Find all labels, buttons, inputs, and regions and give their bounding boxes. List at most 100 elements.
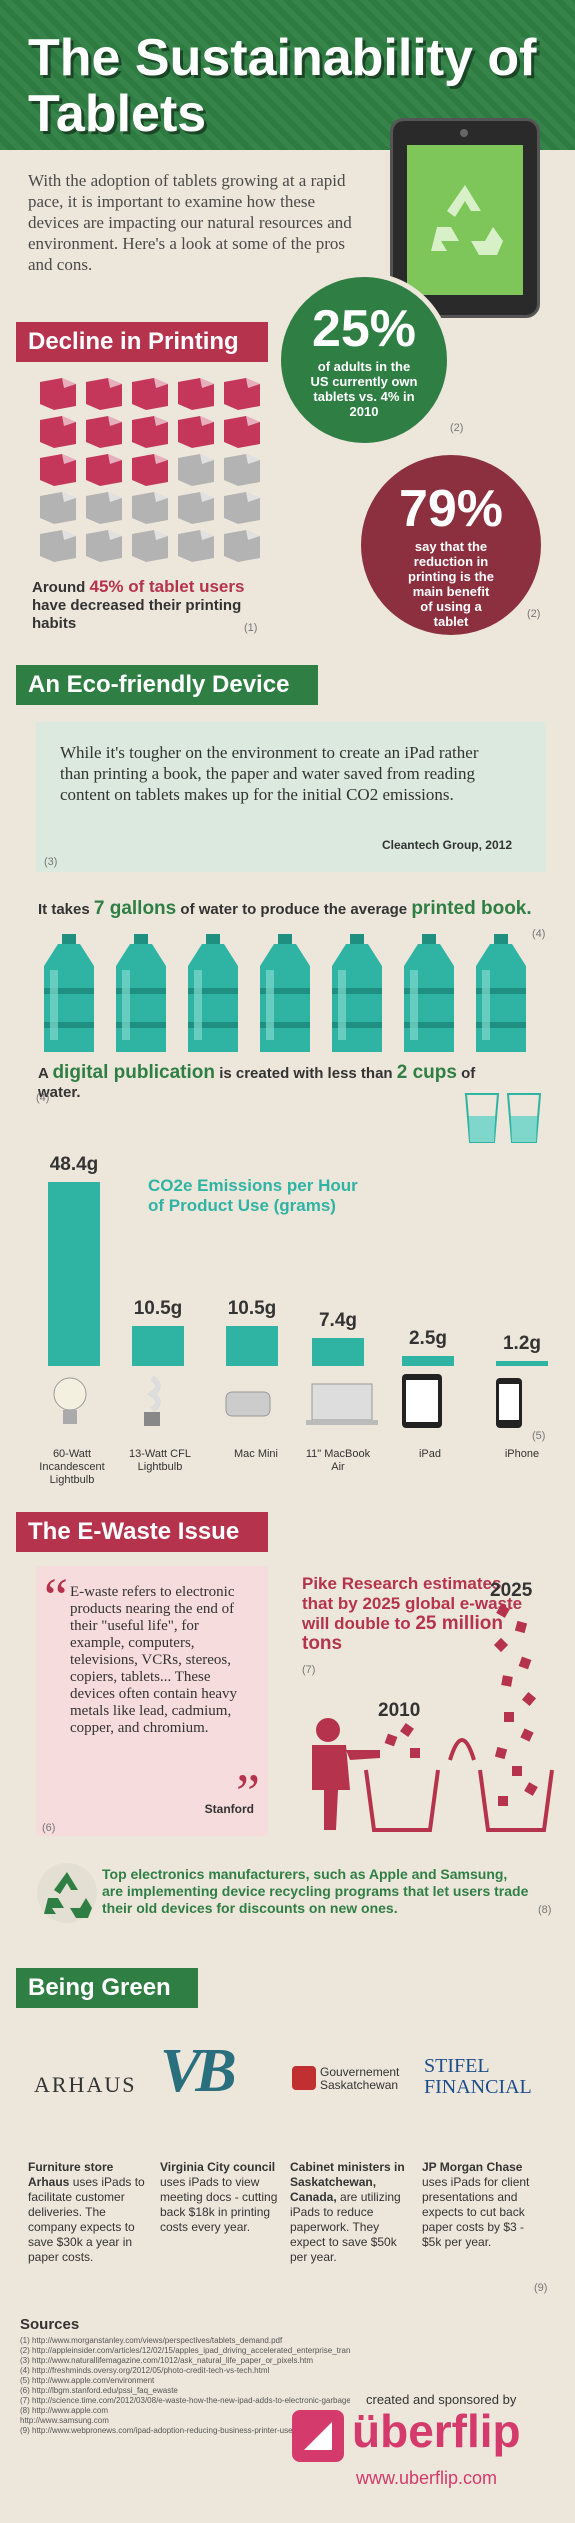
stat-25-circle: 25% of adults in the US currently own ta… <box>276 272 452 448</box>
emission-bar <box>132 1326 184 1366</box>
saskatchewan-crest-icon <box>292 2066 316 2090</box>
paper-fold <box>200 416 214 426</box>
water-line-1: It takes 7 gallons of water to produce t… <box>38 898 548 920</box>
recycle-icon <box>37 1863 97 1923</box>
water-l1-a: It takes <box>38 901 90 918</box>
green-item-text: uses iPads for client presentations and … <box>422 2175 530 2249</box>
sources-list: (1) http://www.morganstanley.com/views/p… <box>20 2336 540 2436</box>
emission-value: 48.4g <box>49 1154 99 1175</box>
green-item-bold: Furniture store Arhaus <box>28 2160 114 2189</box>
source-item[interactable]: (6) http://lbgm.stanford.edu/pssi_faq_ew… <box>20 2386 178 2395</box>
cfl-icon <box>144 1375 161 1426</box>
green-item-bold: Virginia City council <box>160 2160 276 2174</box>
intro-text: With the adoption of tablets growing at … <box>28 171 352 274</box>
green-item-text: uses iPads to facilitate customer delive… <box>28 2175 145 2264</box>
green-items: Furniture store Arhaus uses iPads to fac… <box>28 2160 548 2300</box>
recycle-screen <box>407 145 523 295</box>
source-item[interactable]: (2) http://appleinsider.com/articles/12/… <box>20 2346 350 2355</box>
ewaste-cite: (6) <box>42 1822 56 1834</box>
green-item: Cabinet ministers in Saskatchewan, Canad… <box>290 2160 410 2265</box>
device-labels: 60-Watt Incandescent Lightbulb 13-Watt CF… <box>20 1448 540 1488</box>
ewaste-quote-box: “ E-waste refers to electronic products … <box>36 1566 268 1836</box>
paper-fold <box>246 492 260 502</box>
emission-bar <box>226 1326 278 1366</box>
ipad-icon <box>402 1374 442 1428</box>
stat-25-value: 25% <box>311 300 417 358</box>
quote-mark-open: “ <box>44 1567 68 1627</box>
logo-vb: VB <box>160 2037 237 2105</box>
source-item[interactable]: (1) http://www.morganstanley.com/views/p… <box>20 2336 283 2345</box>
eco-heading: An Eco-friendly Device <box>16 665 318 705</box>
source-item[interactable]: (3) http://www.naturallifemagazine.com/1… <box>20 2356 314 2365</box>
emission-value: 2.5g <box>408 1328 448 1350</box>
cup-icons <box>464 1093 542 1143</box>
ewaste-illustration <box>290 1600 560 1845</box>
water-l2-e: of water. <box>38 1065 476 1101</box>
recycle-cite: (8) <box>538 1904 552 1916</box>
green-item: JP Morgan Chase uses iPads for client pr… <box>422 2160 542 2250</box>
around-highlight: 45% of tablet users <box>89 577 245 596</box>
green-cite: (9) <box>534 2282 548 2294</box>
water-bottle-icon <box>44 934 94 1052</box>
trash-person-icon <box>312 1604 554 1832</box>
source-item[interactable]: (4) http://freshminds.oversy.org/2012/05… <box>20 2366 270 2375</box>
paper-fold <box>154 492 168 502</box>
green-item-text: uses iPads to view meeting docs - cuttin… <box>160 2175 278 2234</box>
eco-quote-box: While it's tougher on the environment to… <box>36 722 546 872</box>
paper-fold <box>108 378 122 388</box>
page-title: The Sustainability of Tablets <box>28 29 537 143</box>
water-cite-2: (4) <box>36 1092 50 1104</box>
device-label: 60-Watt Incandescent Lightbulb <box>39 1448 105 1486</box>
water-l1-d: printed book. <box>411 898 532 919</box>
lightbulb-icon <box>53 1377 87 1424</box>
device-label: 13-Watt CFL Lightbulb <box>129 1448 191 1473</box>
mac-mini-icon <box>225 1391 271 1417</box>
camera-dot <box>460 129 468 137</box>
iphone-icon <box>496 1378 522 1428</box>
emission-value: 1.2g <box>502 1333 542 1355</box>
uberflip-logo-icon <box>292 2410 344 2462</box>
decline-cite: (1) <box>244 622 258 634</box>
paper-fold <box>154 378 168 388</box>
source-item[interactable]: http://www.samsung.com <box>20 2416 109 2425</box>
emission-bar <box>402 1356 454 1366</box>
source-item[interactable]: (7) http://science.time.com/2012/03/08/e… <box>20 2396 350 2405</box>
decline-text: Around 45% of tablet users have decrease… <box>32 578 262 633</box>
emission-value: 7.4g <box>318 1309 358 1331</box>
water-bottle-icon <box>260 934 310 1052</box>
paper-fold <box>200 378 214 388</box>
flip-icon <box>304 2422 332 2450</box>
uberflip-brand[interactable]: überflip <box>352 2405 521 2457</box>
paper-fold <box>200 454 214 464</box>
green-item-bold: JP Morgan Chase <box>422 2160 523 2174</box>
recycle-icon <box>431 185 503 255</box>
uberflip-url[interactable]: www.uberflip.com <box>356 2468 498 2488</box>
green-item: Furniture store Arhaus uses iPads to fac… <box>28 2160 148 2265</box>
stat-79-value: 79% <box>398 480 504 538</box>
ewaste-attribution: Stanford <box>204 1802 254 1816</box>
water-bottle-icon <box>332 934 382 1052</box>
recycle-badge <box>36 1862 98 1929</box>
stat-25-text: of adults in the US currently own tablet… <box>310 359 418 419</box>
water-bottles <box>36 932 546 1067</box>
source-item[interactable]: (8) http://www.apple.com <box>20 2406 109 2415</box>
around-prefix: Around <box>32 579 86 596</box>
ewaste-heading: The E-Waste Issue <box>16 1512 268 1552</box>
emission-value: 10.5g <box>133 1298 183 1320</box>
paper-fold <box>62 378 76 388</box>
source-item[interactable]: (5) http://www.apple.com/environment <box>20 2376 155 2385</box>
paper-fold <box>108 416 122 426</box>
stat-79-cite: (2) <box>527 608 541 620</box>
paper-fold <box>62 416 76 426</box>
chart-title: CO2e Emissions per Hour of Product Use (… <box>148 1176 358 1215</box>
paper-fold <box>154 454 168 464</box>
water-cite-1: (4) <box>532 928 546 940</box>
source-item[interactable]: (9) http://www.webpronews.com/ipad-adopt… <box>20 2426 325 2435</box>
paper-fold <box>62 530 76 540</box>
ewaste-quote: E-waste refers to electronic products ne… <box>70 1584 238 1736</box>
water-bottle-icon <box>116 934 166 1052</box>
paper-fold <box>200 530 214 540</box>
sponsor-label: created and sponsored by <box>366 2392 517 2407</box>
device-icons <box>40 1372 540 1447</box>
water-bottle-icon <box>188 934 238 1052</box>
